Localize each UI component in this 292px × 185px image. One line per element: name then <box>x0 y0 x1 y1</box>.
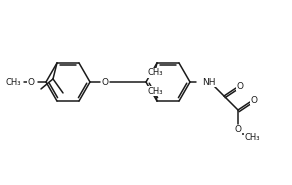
Text: O: O <box>234 125 241 134</box>
Text: O: O <box>102 78 109 87</box>
Text: CH₃: CH₃ <box>6 78 21 87</box>
Text: CH₃: CH₃ <box>244 134 260 142</box>
Text: NH: NH <box>202 78 215 87</box>
Text: O: O <box>27 78 34 87</box>
Text: O: O <box>251 95 258 105</box>
Text: CH₃: CH₃ <box>147 87 163 96</box>
Text: CH₃: CH₃ <box>147 68 163 78</box>
Text: O: O <box>237 82 244 90</box>
